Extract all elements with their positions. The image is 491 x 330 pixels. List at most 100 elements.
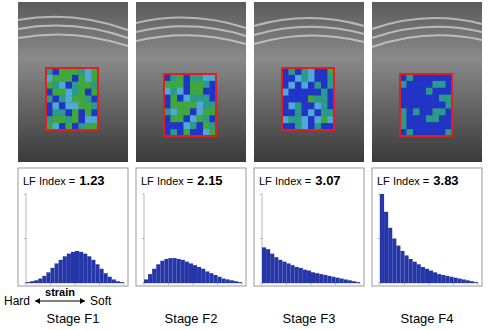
strain-cell — [46, 96, 53, 103]
tissue-band — [254, 35, 364, 44]
strain-cell — [190, 88, 197, 95]
histogram-bar — [262, 247, 266, 283]
ultrasound-image — [372, 2, 482, 162]
histogram-bar — [417, 264, 421, 283]
strain-cell — [184, 95, 191, 102]
strain-cell — [321, 89, 328, 96]
figure: LF Index =1.23Stage F1LF Index =2.15Stag… — [0, 0, 491, 330]
strain-cell — [53, 75, 60, 82]
strain-cell — [420, 81, 427, 88]
strain-cell — [420, 74, 427, 81]
roi-box — [282, 68, 334, 130]
strain-cell — [46, 109, 53, 116]
strain-scale: HardstrainSoft — [4, 286, 112, 308]
strain-cell — [197, 95, 204, 102]
panel: LF Index =2.15Stage F2 — [136, 2, 246, 326]
roi-box — [164, 74, 216, 136]
strain-cell — [433, 81, 440, 88]
strain-cell — [79, 96, 86, 103]
strain-cell — [433, 102, 440, 109]
strain-cell — [282, 82, 289, 89]
strain-cell — [46, 102, 53, 109]
strain-cell — [400, 102, 407, 109]
strain-cell — [53, 102, 60, 109]
strain-cell — [164, 74, 171, 81]
strain-cell — [295, 96, 302, 103]
histogram-bar — [173, 258, 177, 283]
strain-cell — [203, 115, 210, 122]
histogram-bar — [380, 194, 384, 283]
histogram-bar — [42, 276, 46, 283]
strain-cell — [66, 102, 73, 109]
strain-cell — [164, 108, 171, 115]
histogram-bar — [63, 256, 67, 283]
histogram-bar — [474, 282, 478, 283]
lf-index-value: 3.83 — [433, 173, 458, 188]
strain-cell — [433, 74, 440, 81]
strain-cell — [72, 89, 79, 96]
histogram-frame — [18, 168, 128, 286]
strain-cell — [433, 88, 440, 95]
strain-cell — [302, 82, 309, 89]
strain-cell — [46, 82, 53, 89]
strain-cell — [433, 115, 440, 122]
strain-cell — [66, 116, 73, 123]
histogram-bar — [466, 280, 470, 283]
lf-index-label: LF Index = — [377, 175, 429, 187]
strain-cell — [197, 88, 204, 95]
y-tick — [24, 194, 26, 195]
histogram-bar — [100, 269, 104, 283]
strain-cell — [53, 109, 60, 116]
strain-cell — [426, 115, 433, 122]
strain-cell — [190, 108, 197, 115]
strain-cell — [413, 122, 420, 129]
strain-cell — [302, 102, 309, 109]
histogram-bar — [91, 260, 95, 283]
strain-cell — [426, 122, 433, 129]
strain-cell — [79, 89, 86, 96]
strain-cell — [85, 89, 92, 96]
strain-cell — [53, 116, 60, 123]
tissue-band — [254, 27, 364, 35]
y-tick — [260, 194, 262, 195]
strain-cell — [164, 102, 171, 109]
strain-cell — [407, 122, 414, 129]
x-tick — [478, 283, 479, 285]
tissue-band — [254, 18, 364, 26]
strain-cell — [79, 116, 86, 123]
x-tick — [75, 283, 76, 285]
histogram-bar — [209, 273, 213, 283]
histogram-bar — [470, 281, 474, 283]
strain-cell — [190, 102, 197, 109]
strain-cell — [295, 109, 302, 116]
histogram-bar — [295, 267, 299, 283]
histogram-bar — [160, 261, 164, 283]
histogram-bar — [278, 260, 282, 283]
x-tick — [335, 283, 336, 285]
strain-cell — [171, 122, 178, 129]
strain-cell — [420, 108, 427, 115]
strain-cell — [407, 95, 414, 102]
strain-cell — [433, 95, 440, 102]
histogram-bar — [441, 275, 445, 283]
histogram-bar — [433, 272, 437, 283]
strain-cell — [177, 115, 184, 122]
strain-cell — [439, 88, 446, 95]
strain-cell — [164, 88, 171, 95]
strain-cell — [66, 75, 73, 82]
strain-cell — [66, 68, 73, 75]
histogram-frame — [372, 168, 482, 286]
strain-cell — [184, 88, 191, 95]
lf-index: LF Index = 3.83 — [377, 173, 459, 188]
histogram-bar — [38, 279, 42, 283]
x-tick — [404, 283, 405, 285]
strain-cell — [426, 81, 433, 88]
histogram-bar — [384, 212, 388, 283]
strain-cell — [203, 81, 210, 88]
strain-cell — [289, 102, 296, 109]
histogram-bar — [437, 274, 441, 283]
strain-cell — [295, 75, 302, 82]
strain-cell — [197, 74, 204, 81]
histogram-bar — [108, 277, 112, 283]
histogram-bar — [148, 274, 152, 283]
